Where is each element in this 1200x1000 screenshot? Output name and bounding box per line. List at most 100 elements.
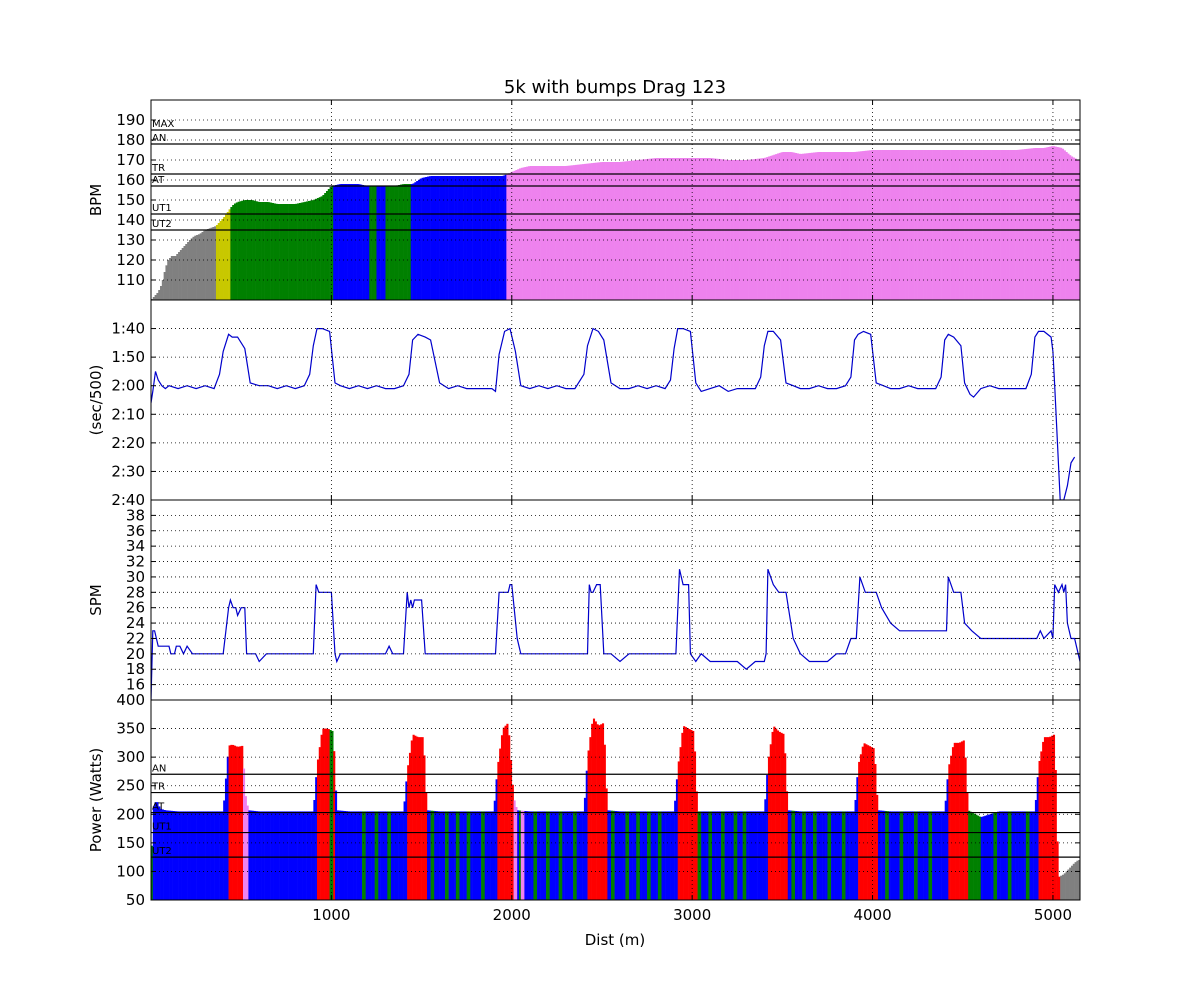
bar-hr	[306, 201, 309, 300]
bar-power	[804, 811, 807, 900]
bar-hr	[273, 203, 276, 300]
bar-power	[715, 811, 718, 900]
bar-power	[455, 811, 458, 900]
bar-power	[506, 723, 509, 900]
bar-power	[500, 735, 504, 900]
bar-power	[692, 730, 695, 900]
bar-power	[230, 744, 233, 900]
bar-hr	[980, 150, 983, 300]
bar-power	[906, 811, 909, 900]
bar-hr	[576, 164, 579, 300]
bar-power	[551, 811, 554, 900]
bar-power	[363, 811, 366, 900]
bar-hr	[850, 152, 854, 300]
bar-power	[634, 811, 637, 900]
bar-hr	[372, 186, 375, 300]
bar-power	[798, 811, 801, 900]
bar-hr	[221, 219, 224, 300]
bar-power	[374, 811, 377, 900]
bar-power	[297, 811, 300, 900]
bar-power	[520, 810, 523, 900]
bar-power	[212, 811, 215, 900]
bar-power	[717, 811, 720, 900]
bar-hr	[369, 186, 372, 300]
bar-hr	[567, 165, 570, 300]
bar-power	[930, 811, 933, 900]
bar-power	[872, 748, 875, 900]
bar-power	[248, 810, 251, 900]
bar-hr	[885, 150, 888, 300]
bar-power	[518, 810, 522, 900]
bar-hr	[1052, 146, 1056, 300]
bar-power	[951, 747, 955, 900]
bar-hr	[944, 150, 947, 300]
bar-power	[605, 788, 608, 900]
panel-power: AN TR AT UT1 UT2 50 100 150 200 250 300 350 400 Power…	[87, 691, 1081, 909]
bar-power	[241, 745, 244, 900]
bar-hr	[906, 150, 909, 300]
bar-power	[813, 811, 816, 900]
bar-power	[914, 811, 917, 900]
bar-power	[185, 811, 188, 900]
bar-power	[266, 811, 269, 900]
bar-hr	[820, 152, 823, 300]
y-tick-label-pace: 2:10	[111, 405, 145, 423]
bar-power	[744, 811, 747, 900]
bar-power	[946, 779, 949, 900]
bar-hr	[490, 176, 493, 300]
bar-hr	[1043, 147, 1047, 300]
bar-power	[165, 810, 168, 900]
bar-hr	[953, 150, 956, 300]
bar-hr	[1004, 150, 1007, 300]
zone-label-ut1: UT1	[152, 822, 172, 833]
bar-power	[380, 811, 383, 900]
bar-power	[932, 811, 935, 900]
bar-power	[892, 811, 895, 900]
bar-power	[197, 811, 201, 900]
y-tick-label-hr: 140	[116, 211, 145, 229]
chart-title: 5k with bumps Drag 123	[504, 77, 726, 98]
bar-power	[962, 740, 965, 900]
bar-hr	[915, 150, 918, 300]
bar-hr	[571, 165, 574, 300]
bar-power	[834, 811, 837, 900]
bar-power	[924, 811, 927, 900]
bar-power	[158, 806, 161, 900]
bar-power	[919, 811, 922, 900]
bar-power	[538, 811, 541, 900]
bar-power	[394, 811, 397, 900]
bar-power	[789, 810, 792, 900]
y-tick-label-spm: 38	[126, 506, 145, 524]
bar-hr	[865, 150, 868, 300]
zone-label-at: AT	[152, 175, 165, 186]
bar-power	[495, 779, 498, 900]
bar-power	[751, 811, 754, 900]
bar-power	[277, 811, 280, 900]
bar-power	[917, 811, 920, 900]
bar-hr	[293, 204, 296, 300]
bar-power	[464, 811, 467, 900]
bar-hr	[185, 244, 188, 300]
bar-power	[430, 810, 433, 900]
bar-power	[282, 811, 285, 900]
bar-power	[582, 811, 585, 900]
bar-hr	[477, 176, 480, 300]
bar-hr	[486, 176, 489, 300]
bar-power	[997, 811, 1000, 900]
bar-power	[908, 811, 911, 900]
y-tick-label-power: 300	[116, 748, 145, 766]
bar-power	[454, 811, 457, 900]
bar-hr	[684, 158, 688, 300]
bar-hr	[789, 152, 792, 300]
bar-hr	[986, 150, 989, 300]
bar-power	[298, 811, 302, 900]
bar-hr	[807, 153, 810, 300]
bar-power	[823, 811, 826, 900]
bar-hr	[437, 176, 440, 300]
bar-hr	[208, 228, 211, 300]
bar-hr	[1038, 148, 1041, 300]
bar-hr	[197, 234, 201, 300]
bar-hr	[325, 191, 329, 300]
bar-power	[708, 811, 711, 900]
bar-hr	[596, 162, 599, 300]
